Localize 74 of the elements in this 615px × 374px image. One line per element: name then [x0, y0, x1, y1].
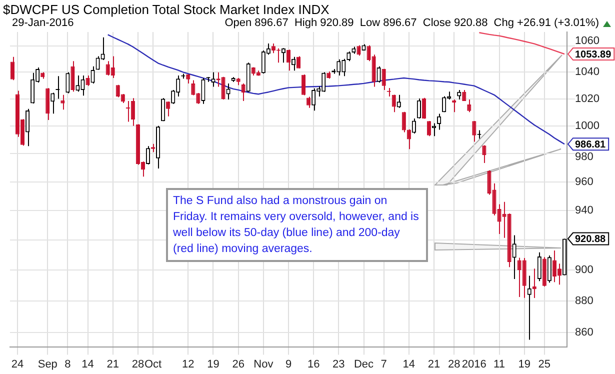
- candlestick: [402, 111, 406, 133]
- x-tick-label: 9: [285, 358, 292, 370]
- candlestick: [416, 98, 421, 120]
- candlestick: [291, 56, 296, 72]
- x-tick-label: Dec: [354, 358, 374, 370]
- x-tick-label: 16: [307, 358, 320, 370]
- candlestick: [356, 44, 361, 56]
- x-tick-label: 28: [132, 358, 144, 370]
- data-label: 986.81: [575, 139, 606, 150]
- candlestick: [396, 94, 401, 108]
- y-tick-label: 880: [575, 294, 594, 307]
- candlestick: [527, 275, 532, 340]
- candlestick: [376, 66, 381, 84]
- x-tick-label: 23: [332, 358, 345, 370]
- x-tick-label: Sep: [38, 358, 58, 370]
- candlestick: [412, 118, 416, 134]
- y-tick-label: 1060: [575, 35, 600, 48]
- candlestick: [10, 56, 15, 81]
- candlestick: [547, 254, 552, 284]
- x-tick-label: 14: [82, 358, 94, 370]
- candlestick: [302, 74, 306, 96]
- candlestick: [382, 68, 386, 90]
- x-tick-label: 25: [538, 358, 551, 370]
- candlestick: [346, 50, 351, 62]
- candlestick: [146, 146, 150, 165]
- candlestick: [286, 49, 291, 72]
- x-tick-label: 12: [182, 358, 194, 370]
- candlestick: [406, 128, 411, 150]
- data-label: 1053.89: [575, 49, 612, 60]
- candlestick: [537, 252, 542, 282]
- annotation: The S Fund also had a monstrous gain on Friday. It remains very oversold, however, and is well below its 50-day (blue line) and 200-day (red line) moving averages.: [166, 188, 428, 262]
- candlestick: [306, 96, 311, 108]
- x-tick-label: 21: [106, 358, 119, 370]
- candlestick: [422, 97, 426, 120]
- x-tick-label: Oct: [144, 358, 162, 370]
- x-tick-label: 28: [448, 358, 460, 370]
- y-tick-label: 960: [575, 176, 594, 188]
- candlestick: [66, 72, 70, 94]
- candlestick: [392, 94, 396, 113]
- candlestick: [86, 75, 90, 86]
- candlestick: [241, 82, 246, 102]
- candlestick: [60, 94, 65, 110]
- y-tick-label: 940: [575, 204, 594, 217]
- x-tick-label: 14: [402, 358, 416, 370]
- candlestick: [201, 78, 206, 104]
- chart-title: $DWCPF US Completion Total Stock Market Index INDX: [3, 2, 330, 17]
- x-tick-label: 19: [207, 358, 220, 370]
- x-tick-label: Nov: [254, 358, 274, 370]
- candlestick: [166, 100, 170, 117]
- y-tick-label: 980: [575, 151, 594, 164]
- x-tick-label: 26: [232, 358, 244, 370]
- text: 920.88: [575, 234, 606, 246]
- x-tick-label: 11: [494, 358, 505, 370]
- x-tick-label: 7: [380, 358, 387, 370]
- x-tick-label: 21: [428, 358, 440, 370]
- y-tick-label: 1020: [575, 92, 600, 105]
- candlestick: [161, 98, 166, 122]
- candlestick: [211, 72, 216, 88]
- y-tick-label: 900: [575, 264, 594, 276]
- candlestick: [70, 60, 75, 92]
- x-tick-label: 24: [11, 358, 24, 370]
- x-tick-label: 2016: [462, 358, 486, 370]
- candlestick: [50, 92, 55, 114]
- candlestick: [90, 66, 95, 84]
- x-tick-label: 8: [64, 358, 71, 370]
- text: Open 896.67 High 920.89 Low 896.67 Close 920.88 Chg +26.91 (+3.01%): [224, 17, 599, 29]
- y-tick-label: 1040: [575, 66, 600, 78]
- candlestick: [186, 74, 190, 84]
- chart-subtitle: 29-Jan-2016: [12, 17, 74, 29]
- x-tick-label: 19: [518, 358, 530, 370]
- y-tick-label: 860: [575, 326, 594, 338]
- y-tick-label: 1000: [575, 120, 600, 132]
- candlestick: [296, 56, 301, 69]
- candlestick: [26, 108, 30, 147]
